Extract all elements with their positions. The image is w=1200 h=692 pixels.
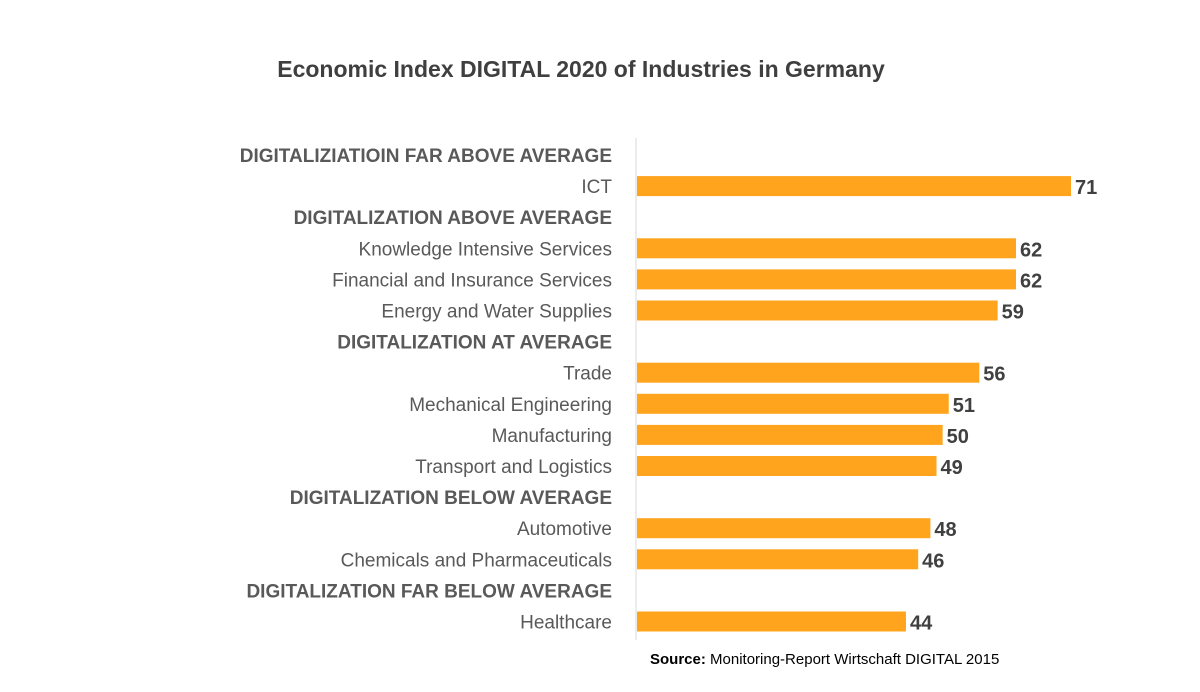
bar-trade bbox=[637, 362, 980, 383]
category-label-trade: Trade bbox=[563, 364, 612, 385]
group-heading-digitalization-above-average: DIGITALIZATION ABOVE AVERAGE bbox=[294, 208, 612, 229]
value-label-energy-and-water-supplies: 59 bbox=[1002, 302, 1024, 324]
chart-title: Economic Index DIGITAL 2020 of Industrie… bbox=[277, 56, 885, 82]
bar-healthcare bbox=[637, 611, 906, 632]
bar-mechanical-engineering bbox=[637, 393, 949, 414]
group-heading-digitalization-below-average: DIGITALIZATION BELOW AVERAGE bbox=[290, 488, 612, 509]
value-label-automotive: 48 bbox=[934, 519, 956, 541]
bars-layer: DIGITALIZIATIOIN FAR ABOVE AVERAGE ICT 71 D… bbox=[240, 146, 1098, 635]
value-label-ict: 71 bbox=[1075, 177, 1097, 199]
bar-transport-and-logistics bbox=[637, 456, 937, 476]
category-label-manufacturing: Manufacturing bbox=[492, 426, 612, 447]
category-label-chemicals-and-pharmaceuticals: Chemicals and Pharmaceuticals bbox=[341, 550, 612, 571]
value-label-chemicals-and-pharmaceuticals: 46 bbox=[922, 550, 944, 572]
source-text: Monitoring-Report Wirtschaft DIGITAL 201… bbox=[705, 651, 1000, 668]
value-label-transport-and-logistics: 49 bbox=[941, 457, 963, 479]
bar-chemicals-and-pharmaceuticals bbox=[637, 549, 919, 570]
value-label-mechanical-engineering: 51 bbox=[953, 395, 975, 417]
bar-manufacturing bbox=[637, 424, 943, 445]
category-label-automotive: Automotive bbox=[517, 519, 612, 540]
bar-ict bbox=[637, 176, 1071, 197]
bar-financial-and-insurance-services bbox=[637, 269, 1016, 290]
value-label-financial-and-insurance-services: 62 bbox=[1020, 270, 1042, 292]
category-label-ict: ICT bbox=[581, 177, 612, 198]
source-note: Source: Monitoring-Report Wirtschaft DIG… bbox=[650, 651, 999, 668]
category-label-financial-and-insurance-services: Financial and Insurance Services bbox=[332, 270, 612, 291]
source-prefix: Source: bbox=[650, 651, 706, 668]
bar-automotive bbox=[637, 518, 931, 539]
category-label-mechanical-engineering: Mechanical Engineering bbox=[409, 395, 612, 416]
bar-energy-and-water-supplies bbox=[637, 300, 998, 321]
category-label-knowledge-intensive-services: Knowledge Intensive Services bbox=[359, 239, 612, 260]
category-label-energy-and-water-supplies: Energy and Water Supplies bbox=[381, 302, 612, 323]
group-heading-digitalization-far-below-average: DIGITALIZATION FAR BELOW AVERAGE bbox=[246, 581, 612, 602]
value-label-healthcare: 44 bbox=[910, 613, 933, 635]
category-label-transport-and-logistics: Transport and Logistics bbox=[415, 457, 612, 478]
group-heading-digitaliziatioin-far-above-average: DIGITALIZIATIOIN FAR ABOVE AVERAGE bbox=[240, 146, 612, 167]
value-label-trade: 56 bbox=[983, 364, 1005, 386]
value-label-knowledge-intensive-services: 62 bbox=[1020, 239, 1042, 261]
bar-knowledge-intensive-services bbox=[637, 238, 1016, 259]
category-label-healthcare: Healthcare bbox=[520, 613, 612, 634]
group-heading-digitalization-at-average: DIGITALIZATION AT AVERAGE bbox=[337, 333, 612, 354]
value-label-manufacturing: 50 bbox=[947, 426, 969, 448]
